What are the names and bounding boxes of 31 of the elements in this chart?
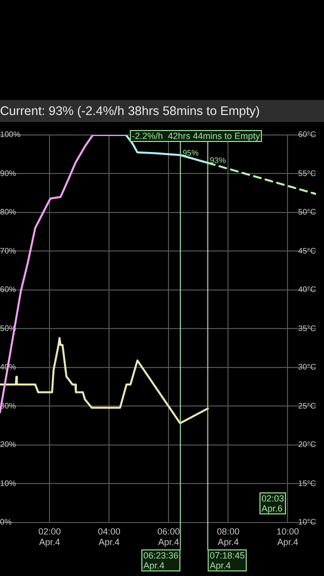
y-tick-label: 20% bbox=[0, 440, 16, 450]
y-tick-label: 80% bbox=[0, 208, 16, 217]
annotation: 93% bbox=[210, 156, 226, 166]
y2-tick-label: 15°C bbox=[298, 478, 316, 488]
x-tick-label: 06:00 Apr.4 bbox=[157, 526, 180, 548]
y-tick-label: 10% bbox=[0, 478, 16, 488]
y2-tick-label: 10°C bbox=[298, 518, 316, 527]
ref-line-label: 06:23:36 Apr.4 bbox=[143, 550, 178, 570]
x-tick-label: 10:00 Apr.4 bbox=[276, 526, 299, 548]
y2-tick-label: 30°C bbox=[298, 362, 316, 372]
y-tick-label: 90% bbox=[0, 168, 16, 178]
y2-tick-label: 25°C bbox=[298, 401, 316, 410]
chart-title: Current: 93% (-2.4%/h 38hrs 58mins to Empty) bbox=[0, 100, 324, 122]
x-tick-label: 04:00 Apr.4 bbox=[98, 526, 120, 548]
ref-line-label: 07:18:45 Apr.4 bbox=[210, 550, 245, 570]
y-tick-label: 100% bbox=[0, 130, 20, 140]
y-tick-label: 70% bbox=[0, 246, 16, 256]
y-tick-label: 60% bbox=[0, 285, 16, 294]
x-tick-label: 08:00 Apr.4 bbox=[216, 526, 240, 548]
y2-tick-label: 40°C bbox=[298, 285, 316, 294]
y2-tick-label: 20°C bbox=[298, 440, 316, 450]
annotation: 95% bbox=[182, 148, 199, 158]
y2-tick-label: 60°C bbox=[298, 130, 316, 140]
y-tick-label: 0% bbox=[0, 518, 12, 527]
y2-tick-label: 45°C bbox=[298, 246, 316, 256]
y2-tick-label: 35°C bbox=[298, 324, 316, 333]
annotation: -2.2%/h 42hrs 44mins to Empty bbox=[132, 130, 260, 141]
annotation: 02:03 Apr.6 bbox=[261, 493, 284, 514]
x-tick-label: 02:00 Apr.4 bbox=[38, 526, 61, 548]
y2-tick-label: 50°C bbox=[298, 208, 316, 217]
y2-tick-label: 55°C bbox=[298, 168, 316, 178]
